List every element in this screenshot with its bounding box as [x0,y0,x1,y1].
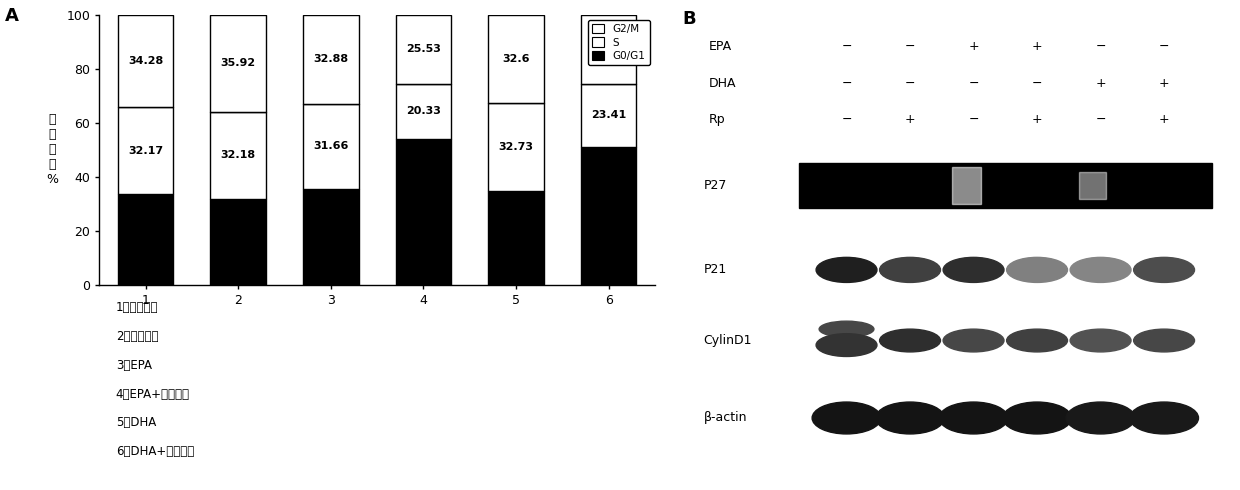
Bar [396,15,451,84]
Text: −: − [841,76,852,90]
Bar [396,84,451,139]
Ellipse shape [1007,329,1068,352]
Bar [489,191,544,285]
Ellipse shape [1003,402,1071,434]
Bar [118,194,174,285]
Text: −: − [841,40,852,53]
Text: 20.33: 20.33 [405,106,440,116]
Text: 34.28: 34.28 [128,56,164,66]
Bar [952,168,982,204]
Text: EPA: EPA [709,40,732,53]
Y-axis label: 细
胞
周
期
%: 细 胞 周 期 % [46,113,58,186]
Ellipse shape [1070,257,1131,282]
Ellipse shape [879,257,940,282]
Ellipse shape [816,334,877,357]
Text: 31.66: 31.66 [312,141,348,151]
Text: 4：EPA+雷帕霉素: 4：EPA+雷帕霉素 [115,388,190,401]
Ellipse shape [1070,329,1131,352]
Text: −: − [1032,76,1043,90]
Text: +: + [1032,113,1043,126]
Bar [303,103,358,189]
Text: 5：DHA: 5：DHA [115,416,156,429]
Text: −: − [905,40,915,53]
Text: +: + [1158,113,1169,126]
Text: −: − [1095,40,1106,53]
Text: +: + [968,40,978,53]
Text: −: − [968,76,978,90]
Bar [1079,172,1106,199]
Text: B: B [682,10,696,28]
Ellipse shape [875,402,945,434]
Ellipse shape [1130,402,1199,434]
Bar [118,15,174,107]
Bar [489,103,544,191]
Ellipse shape [1133,329,1194,352]
Text: +: + [1158,76,1169,90]
Bar [303,189,358,285]
Ellipse shape [1133,257,1194,282]
Text: +: + [1095,76,1106,90]
Ellipse shape [1007,257,1068,282]
Text: +: + [905,113,915,126]
Legend: G2/M, S, G0/G1: G2/M, S, G0/G1 [588,20,650,65]
Text: β-actin: β-actin [703,412,748,424]
Text: 25.55: 25.55 [591,44,626,54]
Text: −: − [1159,40,1169,53]
Ellipse shape [944,257,1004,282]
Text: −: − [841,113,852,126]
Bar [489,15,544,103]
Text: 3：EPA: 3：EPA [115,359,151,372]
Text: P21: P21 [703,264,727,276]
Text: DHA: DHA [709,76,737,90]
Text: 32.73: 32.73 [498,142,533,152]
Text: CylinD1: CylinD1 [703,334,753,347]
Bar [580,84,636,147]
Ellipse shape [1066,402,1135,434]
Text: 2：雷帕霉素: 2：雷帕霉素 [115,330,159,343]
Text: P27: P27 [703,179,727,192]
Text: 1：空白对照: 1：空白对照 [115,301,159,314]
Text: −: − [968,113,978,126]
Text: 32.88: 32.88 [314,54,348,64]
Bar [118,107,174,194]
Bar [303,15,358,103]
Text: 23.41: 23.41 [591,110,626,121]
Bar [396,139,451,285]
Text: Rp: Rp [709,113,725,126]
Text: 6：DHA+雷帕霉素: 6：DHA+雷帕霉素 [115,445,195,458]
Ellipse shape [939,402,1008,434]
Bar [211,15,265,112]
Ellipse shape [820,321,874,337]
Text: +: + [1032,40,1043,53]
Bar [211,112,265,199]
Ellipse shape [944,329,1004,352]
Text: 32.17: 32.17 [128,146,164,156]
Ellipse shape [879,329,940,352]
Text: 32.6: 32.6 [502,54,529,64]
Ellipse shape [812,402,880,434]
Text: 35.92: 35.92 [221,58,255,68]
Bar [580,15,636,84]
Bar [211,199,265,285]
Ellipse shape [816,257,877,282]
Text: 25.53: 25.53 [405,44,440,54]
Text: A: A [5,6,19,25]
Bar [580,147,636,285]
Text: −: − [905,76,915,90]
Bar [799,163,1211,208]
Text: 32.18: 32.18 [221,150,255,160]
Text: −: − [1095,113,1106,126]
